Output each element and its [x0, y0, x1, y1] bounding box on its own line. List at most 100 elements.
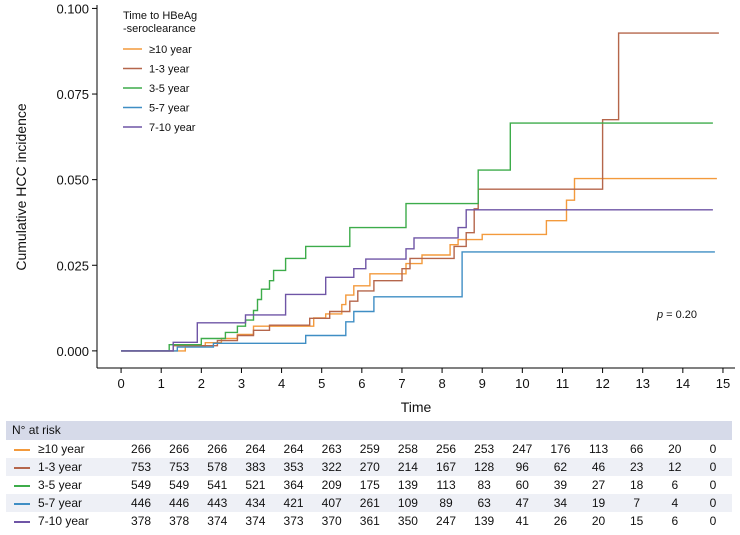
risk-cell: 374 — [236, 512, 275, 530]
risk-cell: 353 — [274, 458, 313, 476]
risk-cell: 26 — [541, 512, 580, 530]
risk-cell: 446 — [122, 494, 161, 512]
risk-cell: 753 — [122, 458, 161, 476]
risk-cell: 19 — [579, 494, 618, 512]
risk-cell: 350 — [388, 512, 427, 530]
risk-cell: 47 — [503, 494, 542, 512]
legend: Time to HBeAg-seroclearance ≥10 year 1-3 y… — [123, 10, 197, 134]
risk-cell: 167 — [427, 458, 466, 476]
risk-cell: 15 — [617, 512, 656, 530]
p-label: p — [656, 309, 663, 321]
risk-cell: 23 — [617, 458, 656, 476]
risk-cell: 63 — [465, 494, 504, 512]
risk-cell: 214 — [388, 458, 427, 476]
risk-cell: 0 — [693, 458, 732, 476]
x-tick-label: 9 — [479, 376, 486, 391]
risk-cell: 41 — [503, 512, 542, 530]
risk-cell: 253 — [465, 440, 504, 458]
x-tick-label: 0 — [117, 376, 124, 391]
risk-cell: 259 — [350, 440, 389, 458]
risk-row-swatch — [14, 484, 30, 487]
risk-row-swatch — [14, 502, 30, 505]
risk-cell: 7 — [617, 494, 656, 512]
risk-cell: 541 — [198, 476, 237, 494]
risk-row: 3-5 year 549 549 541 521 364 209 175 139 113 83 60 3… — [6, 476, 732, 494]
risk-cell: 753 — [160, 458, 199, 476]
series-lines — [121, 32, 719, 352]
series-line-5 — [121, 209, 713, 352]
risk-cell: 549 — [122, 476, 161, 494]
risk-row-swatch — [14, 448, 30, 451]
x-tick-label: 10 — [515, 376, 529, 391]
risk-row: 7-10 year 378 378 374 374 373 370 361 350 247 139 4… — [6, 512, 732, 530]
risk-row-name: 1-3 year — [38, 460, 83, 474]
risk-cell: 261 — [350, 494, 389, 512]
risk-cell: 383 — [236, 458, 275, 476]
risk-cell: 264 — [236, 440, 275, 458]
legend-entry: ≥10 year — [149, 44, 192, 56]
risk-cell: 378 — [122, 512, 161, 530]
series-line-4 — [121, 251, 715, 352]
risk-cell: 247 — [503, 440, 542, 458]
risk-cell: 12 — [655, 458, 694, 476]
risk-cell: 361 — [350, 512, 389, 530]
risk-row-name: 7-10 year — [38, 514, 89, 528]
y-tick-label: 0.100 — [56, 1, 89, 16]
risk-cell: 113 — [427, 476, 466, 494]
risk-cell: 373 — [274, 512, 313, 530]
legend-entry: 5-7 year — [149, 103, 190, 115]
x-tick-label: 13 — [635, 376, 649, 391]
risk-cell: 256 — [427, 440, 466, 458]
risk-row: 5-7 year 446 446 443 434 421 407 261 109 89 63 47 34… — [6, 494, 732, 512]
series-line-1 — [121, 177, 717, 352]
risk-row-swatch — [14, 520, 30, 523]
risk-cell: 109 — [388, 494, 427, 512]
risk-cell: 364 — [274, 476, 313, 494]
p-value: = 0.20 — [666, 309, 697, 321]
risk-cell: 443 — [198, 494, 237, 512]
risk-row-name: 5-7 year — [38, 496, 83, 510]
risk-cell: 20 — [579, 512, 618, 530]
legend-title: Time to HBeAg — [123, 10, 197, 22]
risk-cell: 0 — [693, 440, 732, 458]
legend-entry: 3-5 year — [149, 83, 190, 95]
x-tick-label: 4 — [278, 376, 285, 391]
y-axis-label: Cumulative HCC incidence — [13, 103, 29, 271]
risk-cell: 34 — [541, 494, 580, 512]
risk-cell: 549 — [160, 476, 199, 494]
risk-cell: 0 — [693, 494, 732, 512]
risk-row-label: ≥10 year — [6, 440, 122, 458]
risk-row-name: 3-5 year — [38, 478, 83, 492]
risk-cell: 378 — [160, 512, 199, 530]
risk-cell: 128 — [465, 458, 504, 476]
risk-cell: 446 — [160, 494, 199, 512]
risk-row-label: 1-3 year — [6, 458, 122, 476]
y-tick-label: 0.075 — [56, 87, 89, 102]
risk-cell: 176 — [541, 440, 580, 458]
risk-cell: 266 — [122, 440, 161, 458]
y-tick-label: 0.025 — [56, 258, 89, 273]
risk-cell: 139 — [465, 512, 504, 530]
series-line-3 — [121, 122, 713, 352]
x-tick-label: 15 — [716, 376, 730, 391]
risk-table-panel: N° at risk ≥10 year 266 266 266 264 264 263 259… — [6, 421, 732, 530]
x-tick-label: 3 — [238, 376, 245, 391]
p-value-annotation: p = 0.20 — [656, 309, 697, 321]
x-tick-label: 6 — [358, 376, 365, 391]
risk-row-label: 5-7 year — [6, 494, 122, 512]
risk-cell: 209 — [312, 476, 351, 494]
risk-row-name: ≥10 year — [38, 442, 85, 456]
risk-row-label: 3-5 year — [6, 476, 122, 494]
x-tick-label: 14 — [676, 376, 690, 391]
x-tick-label: 12 — [595, 376, 609, 391]
risk-table-title: N° at risk — [6, 421, 732, 440]
y-tick-label: 0.000 — [56, 344, 89, 359]
risk-row: 1-3 year 753 753 578 383 353 322 270 214 167 128 96… — [6, 458, 732, 476]
risk-cell: 60 — [503, 476, 542, 494]
x-tick-label: 11 — [556, 376, 570, 391]
risk-cell: 89 — [427, 494, 466, 512]
risk-row-label: 7-10 year — [6, 512, 122, 530]
legend-title: -seroclearance — [123, 23, 196, 35]
